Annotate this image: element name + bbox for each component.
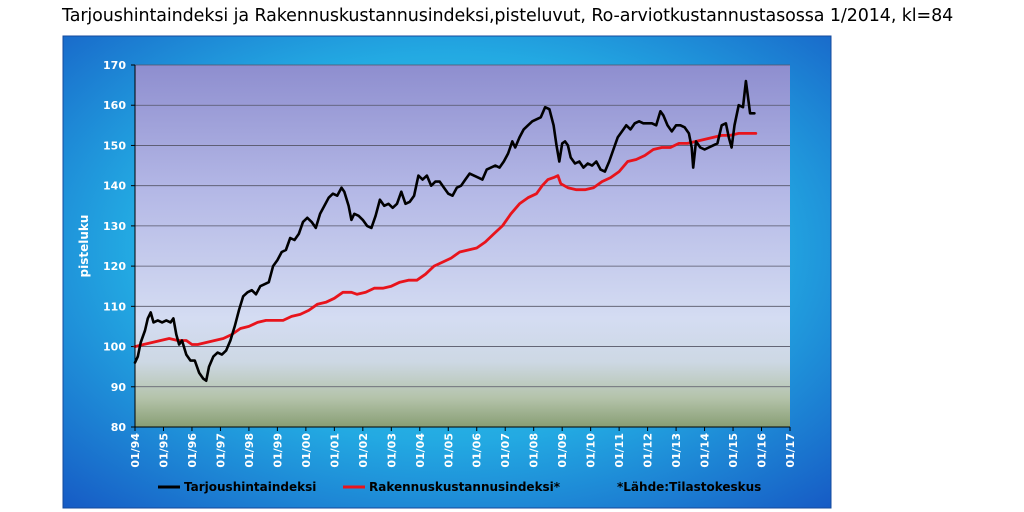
legend-label-tarjous: Tarjoushintaindeksi	[184, 480, 316, 494]
plot-area	[135, 65, 790, 427]
source-note: *Lähde:Tilastokeskus	[617, 480, 761, 494]
y-tick-label: 160	[103, 99, 126, 112]
y-tick-label: 120	[103, 260, 126, 273]
x-tick-label: 01/15	[727, 433, 740, 468]
x-tick-labels: 01/94 01/95 01/96 01/97 01/98 01/99 01/00 01/01…	[129, 427, 797, 468]
gridlines	[135, 64, 790, 388]
y-tick-label: 100	[103, 341, 126, 354]
x-tick-label: 01/05	[442, 433, 455, 468]
y-tick-label: 90	[111, 381, 127, 394]
y-axis-label: pisteluku	[77, 215, 91, 278]
x-tick-label: 01/97	[214, 433, 227, 468]
x-tick-label: 01/01	[328, 433, 341, 468]
x-tick-label: 01/98	[243, 433, 256, 468]
x-tick-label: 01/09	[556, 433, 569, 468]
y-tick-label: 80	[111, 421, 127, 434]
y-tick-label: 150	[103, 139, 126, 152]
x-tick-label: 01/17	[784, 433, 797, 468]
series-lines	[133, 79, 758, 382]
x-tick-label: 01/08	[528, 433, 541, 468]
x-tick-label: 01/96	[186, 433, 199, 468]
chart-title: Tarjoushintaindeksi ja Rakennuskustannus…	[62, 6, 954, 26]
y-tick-labels: 80 90 100 110 120 130 140 150 160 170	[103, 59, 135, 434]
legend-label-rakennus: Rakennuskustannusindeksi*	[369, 480, 561, 494]
y-tick-label: 110	[103, 300, 126, 313]
series-line-rakennuskustannusindeksi	[133, 132, 758, 348]
y-tick-label: 130	[103, 220, 126, 233]
x-tick-label: 01/12	[642, 433, 655, 468]
y-tick-label: 170	[103, 59, 126, 72]
x-tick-label: 01/03	[385, 433, 398, 468]
series-line-tarjoushintaindeksi	[133, 79, 756, 382]
x-tick-label: 01/95	[157, 433, 170, 468]
x-tick-label: 01/94	[129, 433, 142, 468]
x-tick-label: 01/99	[271, 433, 284, 468]
legend: Tarjoushintaindeksi Rakennuskustannusind…	[158, 480, 761, 494]
x-tick-label: 01/16	[756, 433, 769, 468]
x-tick-label: 01/07	[499, 433, 512, 468]
x-tick-label: 01/00	[300, 433, 313, 468]
x-tick-label: 01/13	[670, 433, 683, 468]
x-tick-label: 01/06	[471, 433, 484, 468]
x-tick-label: 01/02	[357, 433, 370, 468]
x-tick-label: 01/11	[613, 433, 626, 468]
x-tick-label: 01/04	[414, 433, 427, 468]
x-tick-label: 01/14	[699, 433, 712, 468]
y-tick-label: 140	[103, 180, 126, 193]
x-tick-label: 01/10	[585, 433, 598, 468]
